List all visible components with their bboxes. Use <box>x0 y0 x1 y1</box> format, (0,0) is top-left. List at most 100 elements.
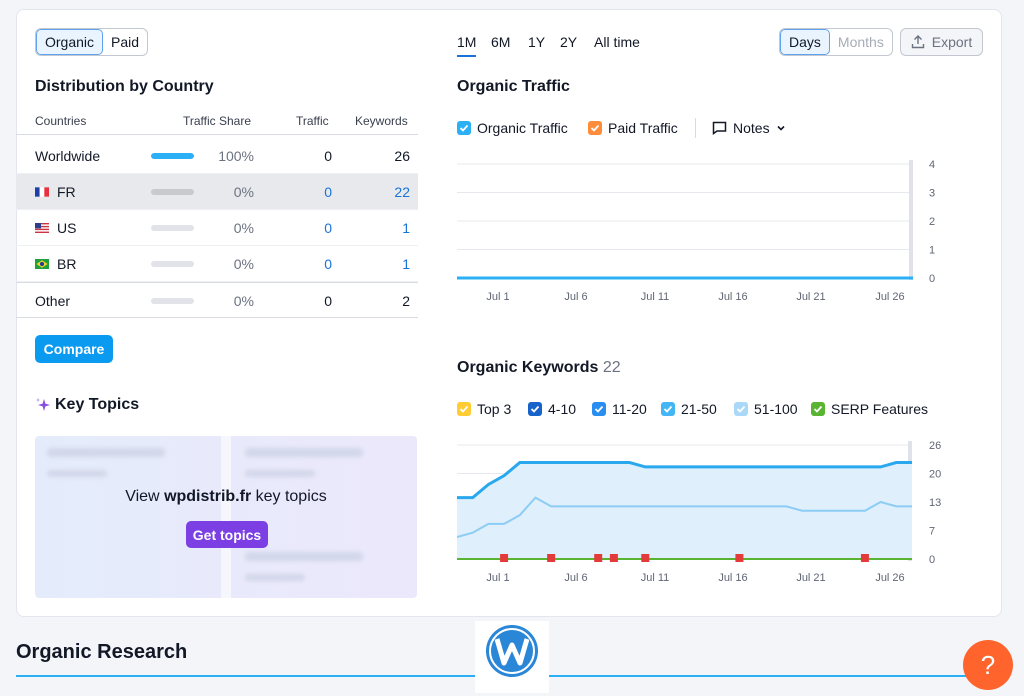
legend-serp-features[interactable]: SERP Features <box>811 401 928 417</box>
organic-traffic-chart[interactable]: 4 3 2 1 0 Jul 1 Jul 6 Jul 11 Jul 16 Jul 21 Jul 26 <box>457 155 947 310</box>
paid-tab[interactable]: Paid <box>111 34 140 50</box>
period-1y[interactable]: 1Y <box>528 34 546 50</box>
blurred-topic <box>245 552 363 561</box>
legend-divider <box>695 118 696 138</box>
checkbox-checked-icon <box>592 402 606 416</box>
keywords-value: 26 <box>394 148 410 164</box>
organic-keywords-chart[interactable]: 26 20 13 7 0 Jul 1 Jul 6 Jul 11 Jul 16 Jul 21 Jul … <box>457 435 947 590</box>
active-period-underline <box>457 55 476 57</box>
y-tick-label: 4 <box>929 159 935 171</box>
traffic-value: 0 <box>324 293 332 309</box>
legend-top-3[interactable]: Top 3 <box>457 401 511 417</box>
checkbox-checked-icon <box>457 402 471 416</box>
usa-flag-icon <box>35 223 49 233</box>
country-name: Worldwide <box>35 148 101 164</box>
traffic-share-value: 0% <box>233 184 254 200</box>
scroll-handle <box>909 160 913 280</box>
days-tab[interactable]: Days <box>780 29 830 55</box>
keywords-link[interactable]: 22 <box>394 184 410 200</box>
key-topics-title: Key Topics <box>55 396 140 413</box>
country-name: Other <box>35 293 71 309</box>
traffic-share-value: 0% <box>233 293 254 309</box>
checkbox-checked-icon <box>528 402 542 416</box>
y-tick-label: 7 <box>929 526 935 538</box>
period-1m[interactable]: 1M <box>457 34 477 50</box>
chevron-down-icon <box>777 125 785 131</box>
y-tick-label: 0 <box>929 554 935 566</box>
note-marker <box>500 554 509 562</box>
y-tick-label: 0 <box>929 273 935 285</box>
months-tab[interactable]: Months <box>837 34 884 50</box>
key-topics-preview: View wpdistrib.fr key topics Get topics <box>35 436 417 598</box>
keywords-count: 22 <box>602 359 621 376</box>
legend-organic-traffic[interactable]: Organic Traffic <box>457 120 568 136</box>
y-tick-label: 3 <box>929 188 935 200</box>
traffic-link[interactable]: 0 <box>324 220 332 236</box>
legend-11-20[interactable]: 11-20 <box>592 401 647 417</box>
x-tick-label: Jul 16 <box>718 291 747 303</box>
y-tick-label: 13 <box>929 497 941 509</box>
table-row-us[interactable]: US 0% 0 1 <box>16 210 418 246</box>
x-tick-label: Jul 1 <box>486 572 509 584</box>
granularity-toggle: Days Months <box>779 28 893 56</box>
divider <box>221 436 231 598</box>
period-6m[interactable]: 6M <box>491 34 511 50</box>
keywords-link[interactable]: 1 <box>402 256 410 272</box>
checkbox-checked-icon <box>811 402 825 416</box>
watermark-logo <box>475 621 549 693</box>
organic-tab[interactable]: Organic <box>36 29 104 55</box>
help-icon: ? <box>980 649 996 680</box>
domain-name: wpdistrib.fr <box>164 488 252 505</box>
keywords-value: 2 <box>402 293 410 309</box>
x-tick-label: Jul 21 <box>796 572 825 584</box>
get-topics-button[interactable]: Get topics <box>186 521 268 548</box>
table-row-other[interactable]: Other 0% 0 2 <box>16 282 418 318</box>
period-all-time[interactable]: All time <box>594 34 640 50</box>
area-fill <box>457 462 912 559</box>
notes-dropdown[interactable]: Notes <box>712 120 786 136</box>
legend-paid-traffic[interactable]: Paid Traffic <box>588 120 678 136</box>
organic-paid-toggle: Organic Paid <box>35 28 149 56</box>
table-row-fr[interactable]: FR 0% 0 22 <box>16 174 418 210</box>
table-row-worldwide[interactable]: Worldwide 100% 0 26 <box>16 138 418 174</box>
distribution-table-header: Countries Traffic Share Traffic Keywords <box>16 105 418 135</box>
export-button[interactable]: Export <box>900 28 983 56</box>
period-2y[interactable]: 2Y <box>560 34 578 50</box>
traffic-share-bar <box>151 189 194 195</box>
series-21-50-line <box>457 496 912 539</box>
note-marker <box>641 554 650 562</box>
view-topics-text: View wpdistrib.fr key topics <box>125 488 327 505</box>
blurred-topic <box>245 470 315 477</box>
series-51-100-line <box>457 461 912 500</box>
checkbox-checked-icon <box>588 121 602 135</box>
country-name: US <box>57 220 77 236</box>
x-tick-label: Jul 21 <box>796 291 825 303</box>
x-tick-label: Jul 6 <box>564 291 587 303</box>
y-tick-label: 1 <box>929 245 935 257</box>
compare-button[interactable]: Compare <box>35 335 113 363</box>
x-tick-label: Jul 26 <box>875 572 904 584</box>
traffic-link[interactable]: 0 <box>324 256 332 272</box>
traffic-share-bar <box>151 225 194 231</box>
checkbox-checked-icon <box>661 402 675 416</box>
blurred-topic <box>47 448 165 457</box>
table-row-br[interactable]: BR 0% 0 1 <box>16 246 418 282</box>
x-tick-label: Jul 11 <box>641 291 670 303</box>
legend-4-10[interactable]: 4-10 <box>528 401 576 417</box>
x-tick-label: Jul 6 <box>564 572 587 584</box>
legend-51-100[interactable]: 51-100 <box>734 401 798 417</box>
note-marker <box>860 554 869 562</box>
organic-traffic-title: Organic Traffic <box>457 78 570 95</box>
note-marker <box>547 554 556 562</box>
upload-icon <box>911 35 924 49</box>
traffic-share-value: 100% <box>218 148 254 164</box>
help-button[interactable]: ? <box>963 640 1013 690</box>
traffic-link[interactable]: 0 <box>324 184 332 200</box>
keywords-link[interactable]: 1 <box>402 220 410 236</box>
note-icon <box>712 121 727 135</box>
export-label: Export <box>931 34 973 50</box>
france-flag-icon <box>35 187 49 197</box>
x-tick-label: Jul 11 <box>641 572 670 584</box>
legend-21-50[interactable]: 21-50 <box>661 401 717 417</box>
sparkle-icon <box>36 398 50 411</box>
